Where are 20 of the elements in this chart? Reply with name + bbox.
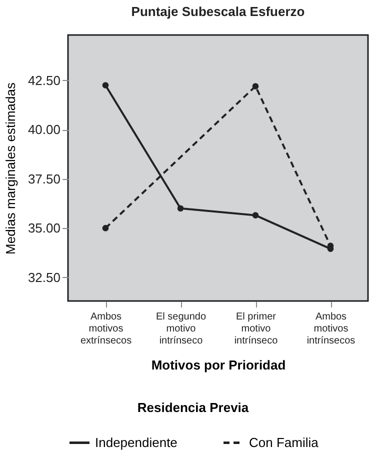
y-tick-label: 32.50 [28,270,60,285]
legend-label: Con Familia [249,434,320,450]
y-tick-label: 37.50 [28,171,60,186]
x-tick-label: El segundo motivo intrínseco [156,312,206,346]
x-tick-label: Ambos motivos extrínsecos [80,312,132,346]
y-axis-title: Medias marginales estimadas [2,82,18,254]
y-tick-label: 40.00 [28,122,60,138]
legend-title: Residencia Previa [137,400,250,415]
x-axis-title: Motivos por Prioridad [151,358,286,372]
x-tick-label: Ambos motivos intrínsecos [306,312,356,346]
point [252,212,259,218]
point [102,82,109,88]
point [252,83,259,90]
y-tick-label: 42.50 [28,72,60,88]
x-tick-label: El primer motivo intrínseco [234,312,278,346]
point [102,224,109,232]
y-tick-label: 35.00 [28,220,60,236]
chart-title: Puntaje Subescala Esfuerzo [131,4,305,19]
point [177,205,184,212]
legend-label: Independiente [95,434,178,450]
